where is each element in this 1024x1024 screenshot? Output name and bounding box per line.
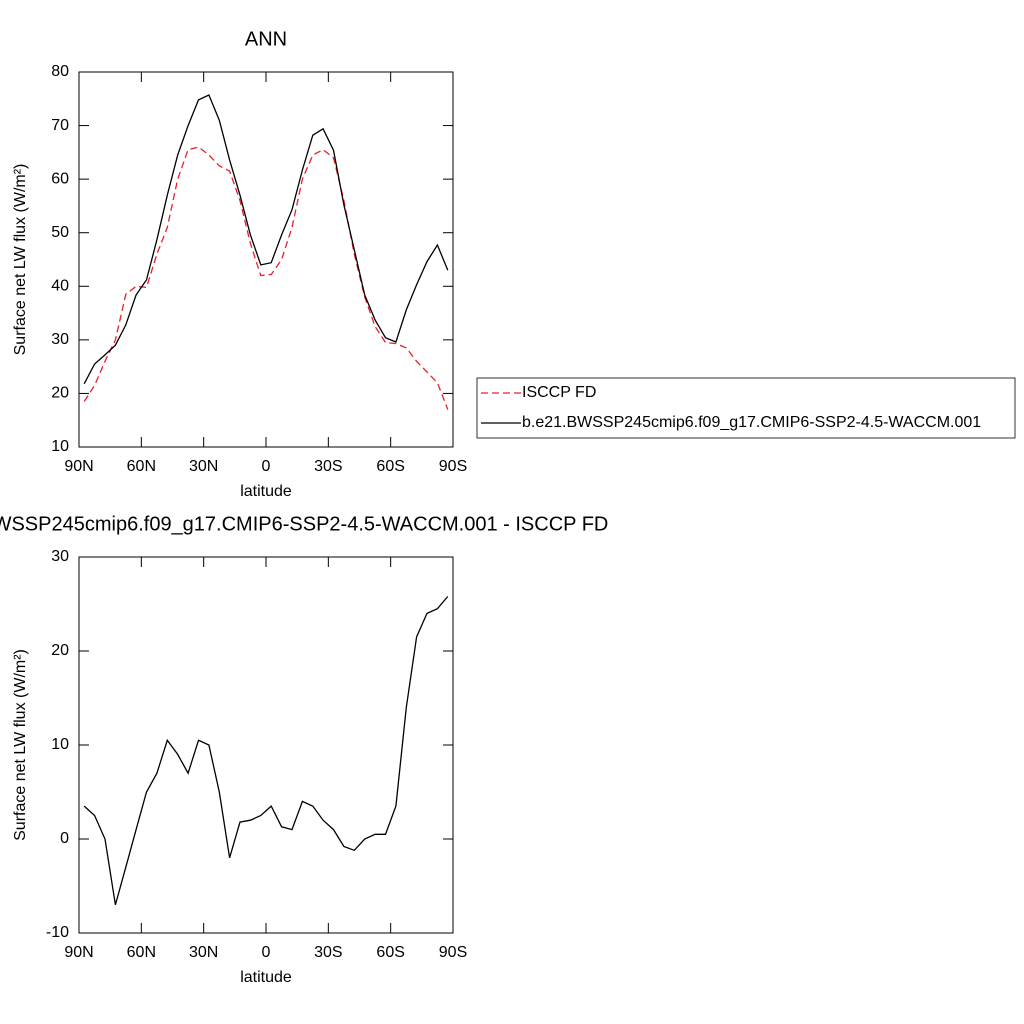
y-axis-label: Surface net LW flux (W/m²): [12, 649, 29, 841]
y-tick-label: 30: [51, 331, 69, 348]
x-axis-label: latitude: [240, 483, 292, 500]
x-tick-label: 60N: [127, 944, 156, 961]
x-tick-label: 60S: [376, 458, 404, 475]
y-tick-label: 70: [51, 117, 69, 134]
plot-frame: [78, 556, 454, 934]
y-tick-label: 30: [51, 548, 69, 565]
data-line: [83, 146, 449, 410]
x-tick-label: 90S: [439, 458, 467, 475]
legend-label: b.e21.BWSSP245cmip6.f09_g17.CMIP6-SSP2-4…: [522, 414, 981, 431]
x-tick-label: 0: [262, 944, 271, 961]
x-tick-label: 90S: [439, 944, 467, 961]
x-tick-label: 90N: [64, 944, 93, 961]
chart-title: b.e21.BWSSP245cmip6.f09_g17.CMIP6-SSP2-4…: [0, 513, 608, 535]
x-tick-label: 60S: [376, 944, 404, 961]
legend-box: [476, 377, 1016, 439]
x-tick-label: 30S: [314, 458, 342, 475]
legend-label: ISCCP FD: [522, 384, 596, 401]
data-line: [83, 596, 449, 905]
x-tick-label: 60N: [127, 458, 156, 475]
chart-title: ANN: [245, 28, 287, 50]
data-line: [83, 94, 449, 385]
y-tick-label: 50: [51, 224, 69, 241]
y-tick-label: 60: [51, 170, 69, 187]
y-tick-label: 20: [51, 642, 69, 659]
y-tick-label: 80: [51, 63, 69, 80]
x-tick-label: 30N: [189, 458, 218, 475]
y-tick-label: 0: [60, 830, 69, 847]
plot-frame: [78, 71, 454, 448]
x-tick-label: 90N: [64, 458, 93, 475]
x-tick-label: 0: [262, 458, 271, 475]
y-tick-label: 20: [51, 385, 69, 402]
x-axis-label: latitude: [240, 969, 292, 986]
y-tick-label: 10: [51, 438, 69, 455]
y-tick-label: 40: [51, 278, 69, 295]
y-axis-label: Surface net LW flux (W/m²): [12, 164, 29, 356]
y-tick-label: 10: [51, 736, 69, 753]
x-tick-label: 30N: [189, 944, 218, 961]
y-tick-label: -10: [46, 924, 69, 941]
x-tick-label: 30S: [314, 944, 342, 961]
